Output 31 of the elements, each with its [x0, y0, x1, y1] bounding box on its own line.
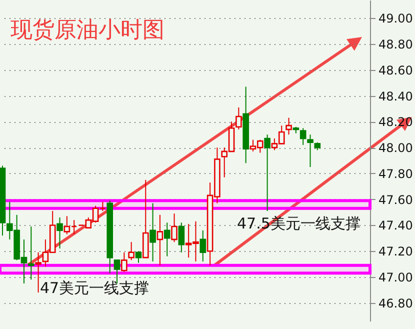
candlestick — [178, 222, 185, 253]
candlestick — [121, 252, 128, 272]
y-tick-label: 47.20 — [378, 244, 413, 259]
y-tick-label: 48.60 — [378, 63, 413, 78]
y-tick-label: 47.60 — [378, 192, 413, 207]
candlestick — [128, 242, 134, 261]
candlestick — [307, 134, 314, 168]
candlestick — [156, 214, 164, 266]
y-tick-label: 48.00 — [378, 141, 413, 156]
y-tick-label: 49.00 — [378, 12, 413, 26]
candlestick — [171, 213, 178, 243]
text: 现货原油小时图 — [10, 18, 164, 43]
y-tick-label: 47.40 — [378, 218, 413, 233]
y-tick-label: 46.80 — [378, 296, 413, 310]
candlestick — [286, 117, 292, 136]
candlestick — [264, 134, 270, 212]
candlestick — [236, 106, 242, 130]
candlestick — [135, 250, 142, 264]
candlestick — [200, 230, 206, 262]
y-tick-label: 48.80 — [378, 38, 413, 52]
candlestick — [300, 128, 306, 146]
band-label: 47美元一线支撑 — [40, 279, 150, 298]
candlestick — [164, 222, 170, 257]
candlestick — [56, 216, 63, 250]
candlestick — [35, 252, 42, 294]
candlestick — [150, 202, 156, 262]
candlestick — [28, 226, 34, 280]
y-tick-label: 48.40 — [378, 89, 413, 104]
y-tick-label: 47.80 — [378, 166, 413, 181]
y-tick-label: 47.00 — [378, 270, 413, 284]
band-label: 47.5美元一线支撑 — [237, 214, 360, 232]
